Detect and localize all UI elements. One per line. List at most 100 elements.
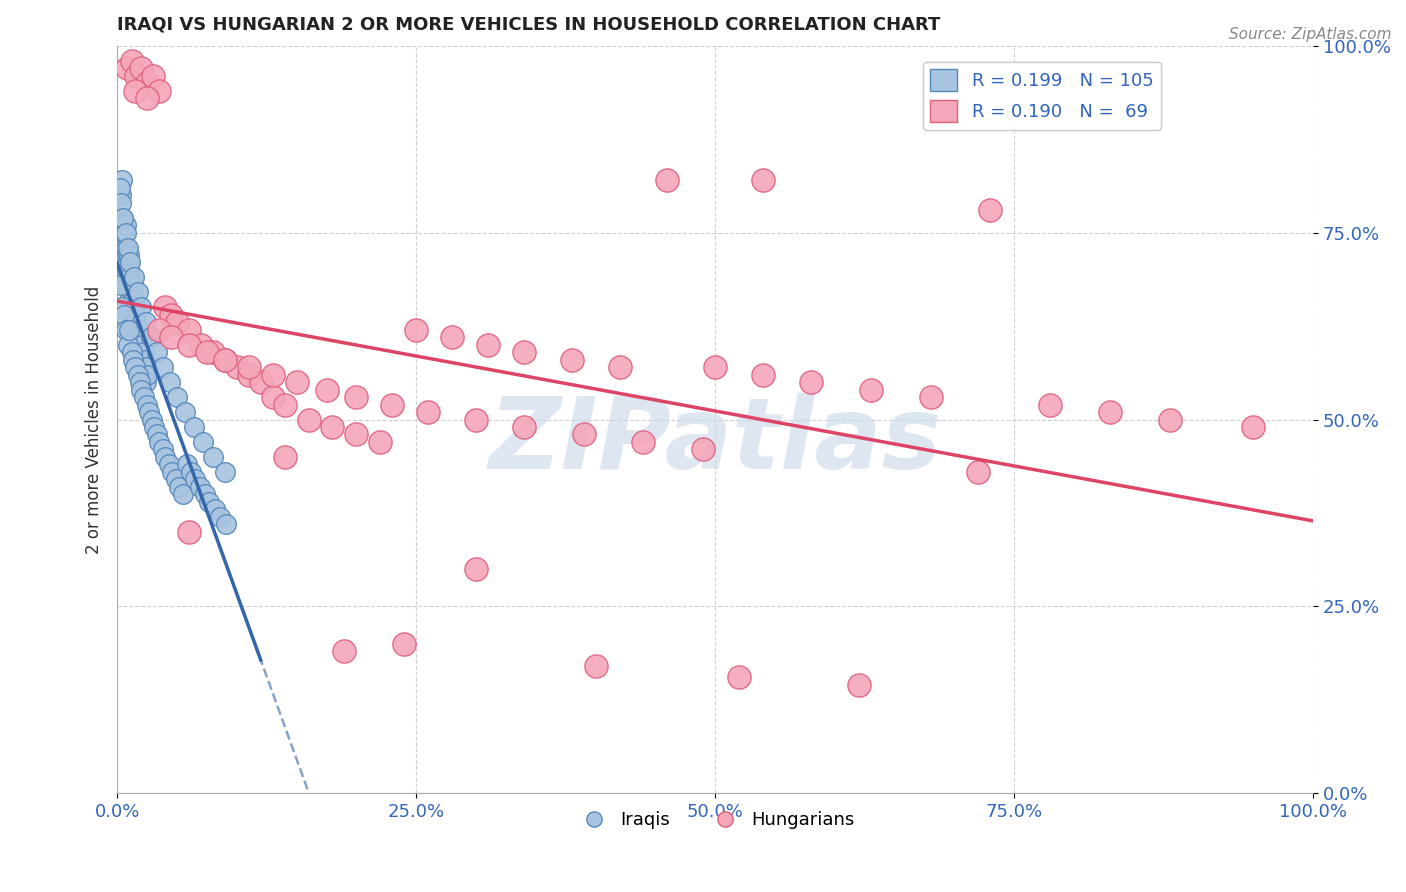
Text: IRAQI VS HUNGARIAN 2 OR MORE VEHICLES IN HOUSEHOLD CORRELATION CHART: IRAQI VS HUNGARIAN 2 OR MORE VEHICLES IN… [117, 15, 941, 33]
Point [134, 352, 156, 367]
Point [115, 61, 138, 75]
Point [110, 188, 132, 202]
Point [1159, 412, 1181, 426]
Point [572, 427, 595, 442]
Point [418, 405, 440, 419]
Point [193, 487, 215, 501]
Point [704, 360, 727, 375]
Point [174, 405, 197, 419]
Point [108, 226, 131, 240]
Point [333, 644, 356, 658]
Point [129, 375, 152, 389]
Point [180, 465, 202, 479]
Point [125, 69, 148, 83]
Point [114, 226, 136, 240]
Y-axis label: 2 or more Vehicles in Household: 2 or more Vehicles in Household [86, 285, 103, 554]
Point [124, 308, 146, 322]
Point [169, 480, 191, 494]
Point [112, 218, 135, 232]
Point [118, 293, 141, 307]
Point [121, 352, 143, 367]
Point [132, 360, 155, 375]
Point [129, 330, 152, 344]
Point [441, 330, 464, 344]
Point [124, 301, 146, 315]
Text: ZIPatlas: ZIPatlas [489, 393, 942, 491]
Point [159, 375, 181, 389]
Point [160, 308, 183, 322]
Point [127, 285, 149, 300]
Point [121, 345, 143, 359]
Point [131, 352, 153, 367]
Point [585, 659, 607, 673]
Point [114, 277, 136, 292]
Point [370, 434, 392, 449]
Point [112, 255, 135, 269]
Point [184, 472, 207, 486]
Point [122, 293, 145, 307]
Point [152, 360, 174, 375]
Point [111, 301, 134, 315]
Point [135, 375, 157, 389]
Point [157, 458, 180, 472]
Point [148, 83, 170, 97]
Point [920, 390, 942, 404]
Point [135, 360, 157, 375]
Point [1098, 405, 1121, 419]
Point [394, 637, 416, 651]
Point [800, 375, 823, 389]
Point [859, 383, 882, 397]
Point [160, 465, 183, 479]
Point [141, 412, 163, 426]
Point [190, 337, 212, 351]
Point [752, 173, 775, 187]
Point [204, 502, 226, 516]
Point [405, 323, 427, 337]
Point [728, 670, 751, 684]
Point [120, 255, 142, 269]
Point [166, 390, 188, 404]
Point [238, 368, 260, 382]
Point [153, 450, 176, 464]
Point [129, 352, 152, 367]
Point [115, 248, 138, 262]
Point [465, 562, 488, 576]
Point [262, 368, 284, 382]
Point [112, 226, 135, 240]
Point [115, 277, 138, 292]
Point [344, 427, 367, 442]
Text: Source: ZipAtlas.com: Source: ZipAtlas.com [1229, 27, 1392, 42]
Legend: Iraqis, Hungarians: Iraqis, Hungarians [568, 805, 862, 837]
Point [172, 487, 194, 501]
Point [152, 442, 174, 457]
Point [132, 390, 155, 404]
Point [120, 301, 142, 315]
Point [114, 323, 136, 337]
Point [262, 390, 284, 404]
Point [143, 420, 166, 434]
Point [122, 270, 145, 285]
Point [124, 83, 146, 97]
Point [132, 345, 155, 359]
Point [381, 398, 404, 412]
Point [225, 360, 247, 375]
Point [108, 180, 131, 194]
Point [513, 420, 536, 434]
Point [110, 277, 132, 292]
Point [183, 420, 205, 434]
Point [125, 315, 148, 329]
Point [122, 323, 145, 337]
Point [128, 345, 150, 359]
Point [129, 61, 152, 75]
Point [111, 211, 134, 225]
Point [214, 352, 236, 367]
Point [118, 263, 141, 277]
Point [138, 405, 160, 419]
Point [848, 678, 870, 692]
Point [114, 218, 136, 232]
Point [315, 383, 337, 397]
Point [153, 301, 176, 315]
Point [198, 495, 221, 509]
Point [112, 233, 135, 247]
Point [127, 323, 149, 337]
